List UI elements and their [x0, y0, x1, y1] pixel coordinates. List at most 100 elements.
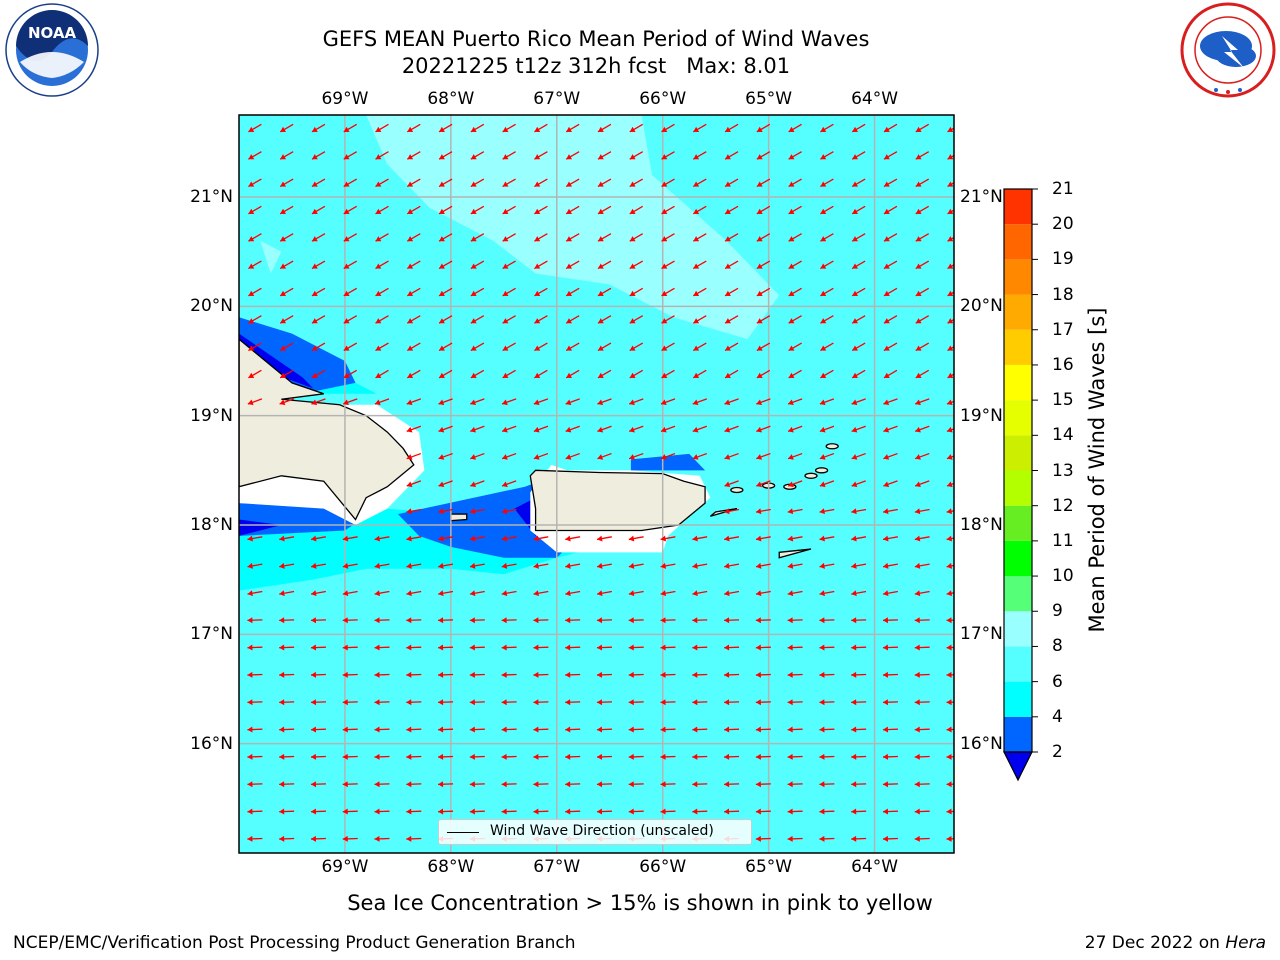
wind-wave-arrowhead: [725, 126, 731, 132]
wind-wave-arrowhead: [661, 318, 668, 324]
land-puerto-rico: [529, 469, 706, 532]
wind-wave-arrowhead: [851, 590, 857, 597]
wind-wave-arrowhead: [248, 208, 255, 214]
lat-tick-label-right: 20°N: [960, 296, 1003, 317]
wind-wave-arrowhead: [724, 481, 731, 488]
wind-wave-arrowhead: [311, 399, 318, 406]
wind-wave-arrowhead: [565, 562, 571, 569]
wind-wave-arrowhead: [724, 562, 730, 569]
wind-wave-arrowhead: [692, 808, 698, 815]
wind-wave-arrowhead: [819, 808, 825, 815]
wind-wave-arrowhead: [534, 263, 541, 269]
wind-wave-arrowhead: [755, 617, 761, 624]
wind-wave-arrowhead: [501, 562, 508, 569]
wind-wave-arrowhead: [248, 126, 255, 132]
wind-wave-arrowhead: [438, 481, 445, 488]
wind-wave-arrowhead: [915, 481, 921, 488]
wind-wave-arrowhead: [915, 426, 921, 433]
wind-wave-arrowhead: [597, 290, 604, 296]
wind-wave-arrowhead: [788, 481, 794, 488]
map-legend: Wind Wave Direction (unscaled): [438, 819, 752, 845]
wind-wave-arrowhead: [501, 590, 508, 597]
wind-wave-arrowhead: [819, 617, 825, 624]
wind-wave-arrowhead: [533, 808, 539, 815]
wind-wave-arrowhead: [534, 181, 541, 187]
wind-wave-arrowhead: [469, 508, 476, 515]
wind-wave-arrowhead: [311, 154, 318, 160]
wind-wave-arrowhead: [755, 508, 762, 515]
wind-wave-arrowhead: [502, 481, 508, 488]
wind-wave-arrowhead: [438, 781, 444, 788]
lat-tick-label-right: 21°N: [960, 187, 1003, 207]
wind-wave-arrowhead: [375, 372, 382, 378]
wind-wave-arrowhead: [882, 617, 889, 624]
wind-wave-arrowhead: [692, 781, 698, 788]
wind-wave-arrowhead: [310, 753, 317, 760]
land-mona-island: [450, 513, 468, 522]
wind-wave-arrowhead: [756, 345, 763, 351]
wind-wave-arrowhead: [692, 590, 698, 597]
wind-wave-arrowhead: [819, 481, 826, 488]
wind-wave-arrowhead: [374, 590, 381, 597]
wind-wave-arrowhead: [597, 154, 604, 160]
wind-wave-arrowhead: [692, 426, 699, 433]
wind-wave-arrowhead: [755, 590, 762, 597]
wind-wave-arrowhead: [470, 318, 477, 324]
wind-wave-arrowhead: [787, 562, 794, 569]
wind-wave-arrowhead: [628, 590, 635, 597]
wind-wave-arrowhead: [247, 535, 253, 542]
wind-wave-arrowhead: [596, 753, 603, 760]
wind-wave-arrowhead: [660, 535, 667, 542]
wind-wave-arrowhead: [280, 181, 287, 187]
wind-wave-arrowhead: [565, 644, 571, 651]
wind-wave-arrowhead: [947, 290, 954, 296]
wind-wave-arrowhead: [851, 562, 857, 569]
wind-wave-arrowhead: [534, 154, 541, 160]
wind-wave-arrowhead: [851, 481, 858, 488]
wind-wave-arrowhead: [470, 345, 477, 351]
wind-wave-arrowhead: [501, 617, 507, 624]
wind-wave-arrowhead: [882, 835, 889, 842]
wind-wave-arrowhead: [947, 126, 954, 132]
land-virgin-island-4: [814, 467, 829, 474]
chart-title: GEFS MEAN Puerto Rico Mean Period of Win…: [322, 27, 870, 51]
wind-wave-arrowhead: [661, 372, 668, 378]
wind-wave-arrowhead: [501, 808, 507, 815]
wind-wave-arrowhead: [438, 671, 444, 678]
wind-wave-arrowhead: [248, 372, 255, 378]
colorbar-segment: [1004, 364, 1032, 401]
wind-wave-arrowhead: [406, 781, 412, 788]
colorbar-segment: [1004, 576, 1032, 612]
lon-tick-label-top: 66°W: [639, 89, 687, 109]
wind-wave-arrowhead: [882, 644, 889, 651]
wind-wave-arrowhead: [310, 835, 317, 842]
wind-wave-arrowhead: [342, 835, 348, 842]
wind-wave-arrowhead: [407, 208, 414, 214]
wind-wave-arrowhead: [629, 154, 636, 160]
wind-wave-arrowhead: [533, 726, 539, 733]
wind-wave-arrowhead: [628, 562, 635, 569]
wind-wave-arrowhead: [883, 562, 889, 569]
wind-wave-arrowhead: [248, 345, 255, 351]
land-virgin-island-0: [730, 486, 744, 494]
wind-wave-arrowhead: [914, 781, 920, 788]
wind-wave-arrowhead: [533, 535, 539, 542]
wind-wave-arrowhead: [947, 345, 954, 351]
wind-wave-arrowhead: [406, 808, 412, 815]
wind-wave-arrowhead: [852, 290, 859, 296]
wind-wave-arrowhead: [947, 154, 954, 160]
wind-wave-arrowhead: [597, 562, 603, 569]
wind-wave-arrowhead: [597, 372, 604, 378]
colorbar-segment: [1004, 681, 1032, 717]
wind-wave-arrowhead: [724, 426, 731, 433]
wind-wave-arrowhead: [851, 671, 857, 678]
wind-wave-arrowhead: [693, 126, 700, 132]
wind-wave-arrowhead: [533, 426, 540, 433]
wind-wave-arrowhead: [947, 181, 954, 187]
colorbar-tick-label: 13: [1052, 460, 1074, 481]
wind-wave-arrowhead: [660, 671, 666, 678]
period-band-2-4-ne: [630, 453, 706, 471]
wind-wave-arrowhead: [629, 290, 636, 296]
wind-wave-arrowhead: [788, 345, 795, 351]
wind-wave-arrowhead: [660, 617, 666, 624]
